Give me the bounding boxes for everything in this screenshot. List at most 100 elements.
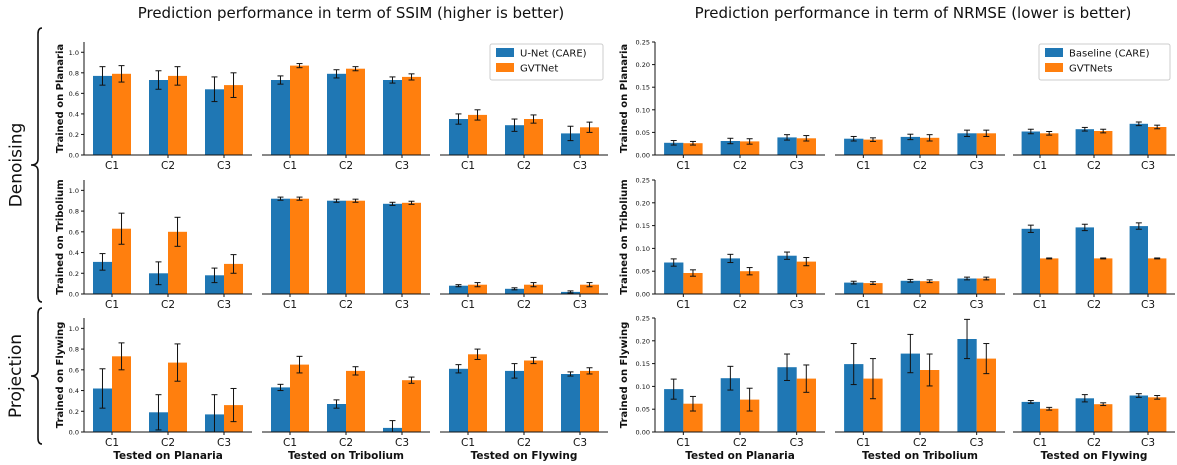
nrmse-r2c0-bar-gvt-C3	[796, 378, 816, 432]
ssim-r1c1-errorbar-baseline-C3	[389, 201, 396, 206]
ssim-r1c1-xtick-C1: C1	[283, 299, 297, 311]
nrmse-r0c0-bar-baseline-C3	[777, 137, 797, 155]
nrmse-r1c2-errorbar-baseline-C3	[1135, 222, 1142, 230]
ssim-r2c1-errorbar-gvt-C3	[408, 376, 415, 384]
ssim-r0c2-bar-baseline-C3	[561, 133, 580, 155]
nrmse-r1c0-xtick-C1: C1	[676, 299, 690, 311]
nrmse-r0c2-bar-gvt-C3	[1148, 127, 1167, 155]
nrmse-r1c2-bar-baseline-C2	[1075, 227, 1094, 294]
ssim-r0c0-ytick-0.2: 0.2	[69, 131, 79, 139]
nrmse-r0c0-errorbar-baseline-C2	[727, 137, 734, 145]
ssim-r1c1-bar-gvt-C3	[402, 202, 421, 294]
ssim-r0c0-xtick-C1: C1	[105, 160, 119, 172]
nrmse-r0c1-xtick-C3: C3	[970, 160, 984, 172]
nrmse-r0c1-bar-baseline-C1	[844, 138, 864, 155]
ssim-r0c1-xtick-C3: C3	[395, 160, 409, 172]
ssim-r2c0-errorbar-gvt-C1	[118, 342, 125, 371]
nrmse-r0c0-bar-baseline-C2	[720, 141, 740, 155]
ssim-r1c1-xtick-C3: C3	[395, 299, 409, 311]
nrmse-r1c0-ytick-0.10: 0.10	[636, 245, 650, 253]
nrmse-r0c0-errorbar-baseline-C3	[784, 134, 791, 141]
nrmse-r0c1-errorbar-baseline-C3	[964, 129, 971, 137]
nrmse-r2c0-xtick-C3: C3	[790, 437, 804, 449]
ssim-r2c0-xtick-C3: C3	[217, 437, 231, 449]
ssim-r0c0-ytick-0.4: 0.4	[69, 110, 79, 118]
ssim-r2c0-bar-gvt-C1	[112, 356, 131, 432]
nrmse-title: Prediction performance in term of NRMSE …	[694, 4, 1132, 22]
nrmse-r2c0-ytick-0.00: 0.00	[636, 429, 650, 437]
nrmse-r2c2-bar-baseline-C2	[1075, 398, 1094, 432]
nrmse-r1c0-errorbar-baseline-C2	[727, 253, 734, 264]
ssim-r1c0-ytick-0.6: 0.6	[69, 228, 79, 236]
nrmse-row-label-2: Trained on Flywing	[619, 322, 630, 429]
nrmse-r1c0-ytick-0.05: 0.05	[636, 268, 650, 276]
ssim-r1c0-ytick-0.0: 0.0	[69, 291, 79, 299]
ssim-r0c0-errorbar-gvt-C3	[230, 72, 237, 98]
nrmse-r1c2-bar-gvt-C3	[1148, 258, 1167, 294]
nrmse-r2c2-bar-baseline-C3	[1129, 395, 1148, 432]
ssim-r0c1-bar-gvt-C2	[346, 68, 365, 155]
ssim-r2c1-bar-gvt-C3	[402, 380, 421, 432]
ssim-r1c1-bar-gvt-C2	[346, 200, 365, 294]
nrmse-r1c1-bar-gvt-C1	[863, 283, 883, 294]
nrmse-r1c0-bar-gvt-C3	[796, 261, 816, 294]
projection-brace	[30, 307, 43, 445]
ssim-legend-entry-1: GVTNet	[520, 64, 558, 75]
nrmse-legend-swatch-1	[1045, 63, 1063, 72]
nrmse-r2c2-errorbar-baseline-C2	[1081, 394, 1088, 403]
ssim-r2c1-bar-baseline-C1	[271, 387, 290, 432]
nrmse-r2c2-bar-baseline-C1	[1021, 401, 1040, 432]
ssim-r1c0-bar-gvt-C3	[224, 263, 243, 294]
nrmse-r2c1-errorbar-gvt-C3	[983, 343, 990, 375]
ssim-row-label-2: Trained on Flywing	[55, 322, 66, 429]
nrmse-row-label-0: Trained on Planaria	[619, 44, 630, 153]
nrmse-r1c2-bar-baseline-C1	[1021, 228, 1040, 294]
nrmse-r2c2-errorbar-baseline-C1	[1027, 400, 1034, 404]
ssim-r0c0-bar-baseline-C3	[205, 89, 224, 155]
ssim-r0c0-bar-gvt-C1	[112, 73, 131, 155]
ssim-r0c2-errorbar-baseline-C2	[511, 118, 518, 132]
ssim-r1c0-bar-baseline-C3	[205, 275, 224, 294]
ssim-r1c0-errorbar-baseline-C3	[211, 267, 218, 284]
ssim-r0c1-errorbar-baseline-C2	[333, 69, 340, 79]
nrmse-r0c2-errorbar-gvt-C3	[1154, 124, 1161, 130]
nrmse-r1c1-xtick-C1: C1	[856, 299, 870, 311]
nrmse-r2c0-bar-baseline-C1	[664, 389, 684, 432]
ssim-r1c1-bar-gvt-C1	[290, 198, 309, 294]
ssim-r2c0-ytick-1.0: 1.0	[69, 325, 79, 333]
nrmse-r2c0-bar-baseline-C2	[720, 378, 740, 432]
ssim-r2c1-errorbar-gvt-C2	[352, 366, 359, 376]
ssim-legend-swatch-0	[496, 48, 514, 57]
nrmse-r2c0-errorbar-gvt-C2	[746, 387, 753, 412]
ssim-r2c0-ytick-0.8: 0.8	[69, 346, 79, 354]
nrmse-r2c0-ytick-0.20: 0.20	[636, 337, 650, 345]
ssim-r1c2-bar-gvt-C1	[468, 284, 487, 294]
ssim-r1c0-ytick-0.2: 0.2	[69, 270, 79, 278]
ssim-r0c1-xtick-C1: C1	[283, 160, 297, 172]
ssim-r0c0-ytick-0.0: 0.0	[69, 152, 79, 160]
ssim-r0c2-errorbar-gvt-C3	[586, 121, 593, 133]
nrmse-r2c0-bar-gvt-C1	[683, 403, 703, 432]
ssim-col-label-2: Tested on Flywing	[471, 450, 578, 462]
ssim-r0c1-bar-baseline-C3	[383, 80, 402, 155]
ssim-r1c2-xtick-C3: C3	[573, 299, 587, 311]
ssim-title: Prediction performance in term of SSIM (…	[137, 4, 565, 22]
ssim-r2c0-xtick-C1: C1	[105, 437, 119, 449]
nrmse-r1c0-ytick-0.15: 0.15	[636, 222, 650, 230]
ssim-r1c0-xtick-C1: C1	[105, 299, 119, 311]
nrmse-r0c1-bar-gvt-C2	[920, 137, 940, 155]
ssim-r1c2-bar-baseline-C2	[505, 288, 524, 294]
ssim-r0c0-errorbar-gvt-C2	[174, 66, 181, 86]
ssim-r2c2-bar-baseline-C2	[505, 370, 524, 432]
ssim-r0c2-errorbar-baseline-C1	[455, 113, 462, 125]
nrmse-r2c1-bar-gvt-C3	[976, 358, 996, 432]
nrmse-r1c2-errorbar-baseline-C1	[1027, 224, 1034, 233]
ssim-r2c1-xtick-C1: C1	[283, 437, 297, 449]
nrmse-r0c0-xtick-C3: C3	[790, 160, 804, 172]
ssim-r1c2-bar-gvt-C2	[524, 284, 543, 294]
ssim-r2c0-errorbar-baseline-C1	[99, 368, 106, 409]
ssim-r2c1-bar-gvt-C1	[290, 364, 309, 432]
nrmse-r0c2-bar-gvt-C2	[1094, 131, 1113, 155]
nrmse-r1c0-xtick-C2: C2	[733, 299, 747, 311]
